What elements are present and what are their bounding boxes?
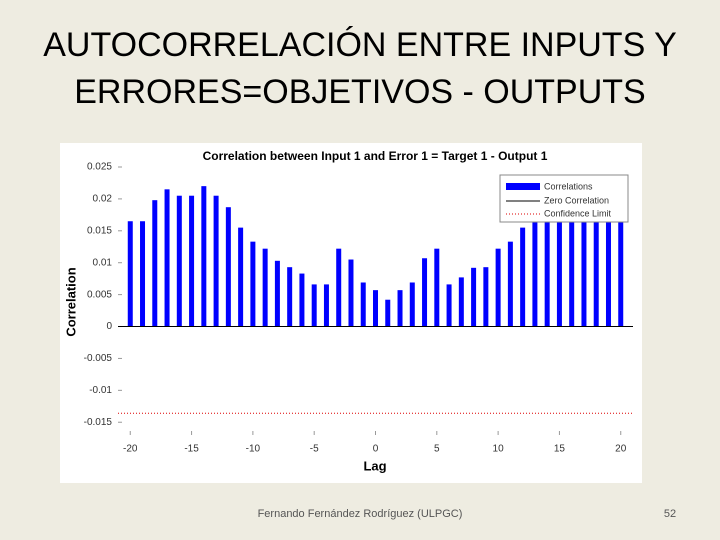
x-axis-label: Lag	[363, 458, 386, 473]
bar	[605, 200, 611, 327]
bar	[397, 290, 403, 327]
x-tick-label: -10	[246, 444, 261, 455]
x-tick-label: -5	[310, 444, 319, 455]
bar	[385, 299, 391, 327]
x-tick-label: -15	[184, 444, 199, 455]
bar	[164, 189, 170, 327]
bar	[336, 248, 342, 327]
bar	[544, 195, 550, 327]
y-tick-label: -0.015	[84, 417, 113, 428]
x-tick-label: 20	[615, 444, 627, 455]
bar	[495, 248, 501, 327]
bar	[311, 284, 317, 327]
bar	[458, 277, 464, 327]
x-tick-label: 5	[434, 444, 440, 455]
bar	[189, 195, 195, 327]
bar	[409, 282, 415, 327]
x-tick-label: 10	[493, 444, 505, 455]
bar	[323, 284, 329, 327]
bar	[446, 284, 452, 327]
bar	[127, 221, 133, 327]
y-tick-label: 0.01	[93, 257, 113, 268]
page-number: 52	[664, 508, 676, 520]
y-tick-label: -0.01	[89, 385, 112, 396]
bar	[520, 227, 526, 327]
bar	[422, 258, 428, 327]
legend-label: Correlations	[544, 181, 593, 191]
slide-title-line: AUTOCORRELACIÓN ENTRE INPUTS Y	[43, 26, 677, 64]
bar	[360, 282, 366, 327]
bar	[483, 267, 489, 327]
y-tick-label: 0.02	[93, 194, 113, 205]
y-tick-label: 0.025	[87, 162, 112, 173]
bar	[373, 290, 378, 327]
x-tick-label: 15	[554, 444, 566, 455]
bar	[287, 267, 293, 327]
bar	[618, 221, 624, 327]
bar	[348, 259, 354, 327]
slide-title-line: ERRORES=OBJETIVOS - OUTPUTS	[74, 73, 645, 111]
y-tick-label: -0.005	[84, 353, 113, 364]
bar	[213, 195, 219, 327]
footer: Fernando Fernández Rodríguez (ULPGC)	[258, 508, 463, 520]
y-tick-label: 0	[106, 321, 112, 332]
legend-swatch	[506, 183, 540, 190]
bar	[238, 227, 244, 327]
bar	[225, 207, 231, 327]
legend-label: Confidence Limit	[544, 208, 612, 218]
bar	[569, 195, 575, 327]
bar	[581, 195, 587, 327]
bar	[434, 248, 440, 327]
legend-label: Zero Correlation	[544, 195, 609, 205]
bar	[507, 241, 513, 327]
y-axis-label: Correlation	[63, 267, 78, 336]
bar	[532, 207, 538, 327]
bar	[140, 221, 146, 327]
x-tick-label: 0	[373, 444, 379, 455]
bar	[176, 195, 182, 327]
bar	[593, 189, 599, 327]
y-tick-label: 0.005	[87, 289, 112, 300]
bar	[250, 241, 256, 327]
y-tick-label: 0.015	[87, 225, 112, 236]
chart-title: Correlation between Input 1 and Error 1 …	[203, 149, 548, 163]
bar	[556, 186, 562, 327]
bar	[471, 267, 477, 327]
x-tick-label: -20	[123, 444, 138, 455]
bar	[201, 186, 207, 327]
bar	[274, 260, 280, 327]
bar	[262, 248, 268, 327]
bar	[299, 273, 305, 327]
bar	[152, 200, 158, 327]
